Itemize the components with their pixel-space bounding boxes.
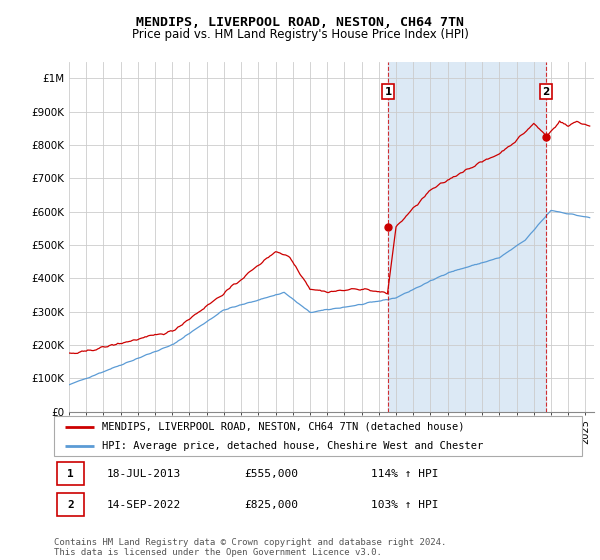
Text: HPI: Average price, detached house, Cheshire West and Chester: HPI: Average price, detached house, Ches… <box>101 441 483 450</box>
FancyBboxPatch shape <box>56 493 84 516</box>
FancyBboxPatch shape <box>56 463 84 485</box>
Text: Contains HM Land Registry data © Crown copyright and database right 2024.
This d: Contains HM Land Registry data © Crown c… <box>54 538 446 557</box>
Text: 103% ↑ HPI: 103% ↑ HPI <box>371 500 438 510</box>
Text: £555,000: £555,000 <box>244 469 298 479</box>
Text: MENDIPS, LIVERPOOL ROAD, NESTON, CH64 7TN (detached house): MENDIPS, LIVERPOOL ROAD, NESTON, CH64 7T… <box>101 422 464 432</box>
Text: MENDIPS, LIVERPOOL ROAD, NESTON, CH64 7TN: MENDIPS, LIVERPOOL ROAD, NESTON, CH64 7T… <box>136 16 464 29</box>
FancyBboxPatch shape <box>54 416 582 456</box>
Text: 14-SEP-2022: 14-SEP-2022 <box>107 500 181 510</box>
Text: 114% ↑ HPI: 114% ↑ HPI <box>371 469 438 479</box>
Text: 1: 1 <box>67 469 74 479</box>
Text: 2: 2 <box>67 500 74 510</box>
Bar <box>388 62 546 412</box>
Text: 2: 2 <box>542 87 550 97</box>
Text: £825,000: £825,000 <box>244 500 298 510</box>
Text: 1: 1 <box>385 87 392 97</box>
Text: Price paid vs. HM Land Registry's House Price Index (HPI): Price paid vs. HM Land Registry's House … <box>131 28 469 41</box>
Text: 18-JUL-2013: 18-JUL-2013 <box>107 469 181 479</box>
